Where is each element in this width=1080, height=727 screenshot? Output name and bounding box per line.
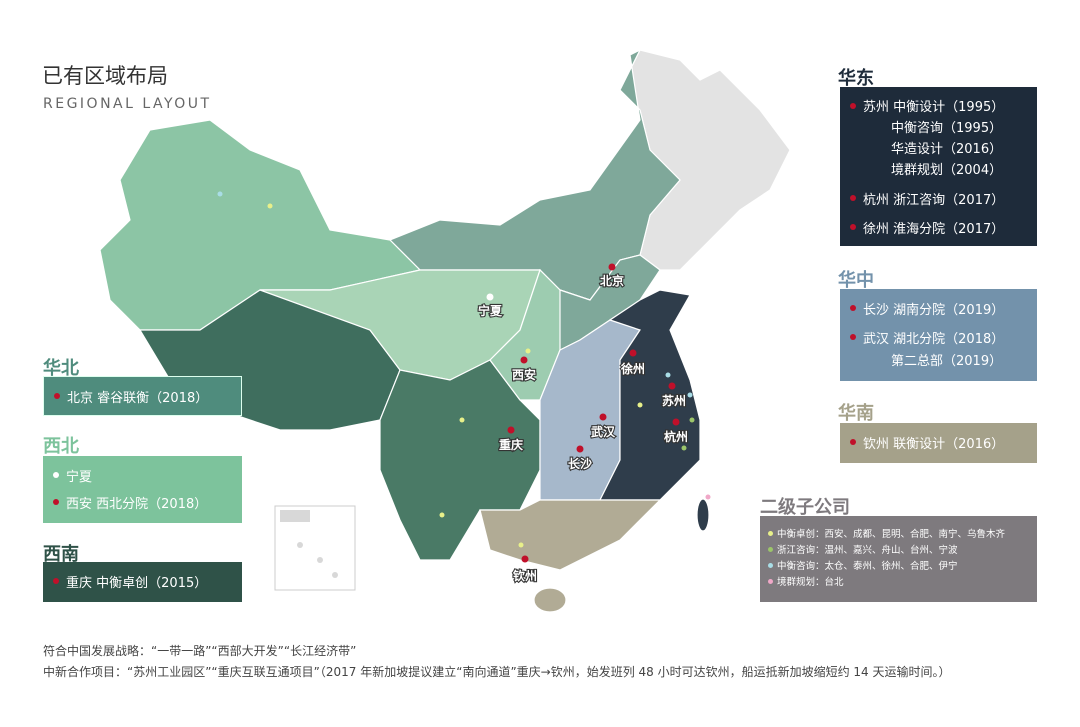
map-label-beijing: 北京 bbox=[600, 273, 624, 288]
map-label-hangzhou: 杭州 bbox=[664, 429, 688, 444]
subsidiaries-heading: 二级子公司 bbox=[760, 497, 850, 518]
map-label-xuzhou: 徐州 bbox=[620, 361, 645, 376]
huanan-box: 钦州 联衡设计（2016） bbox=[840, 423, 1037, 463]
subsidiaries-box: 中衡卓创：西安、成都、昆明、合肥、南宁、乌鲁木齐 浙江咨询：温州、嘉兴、舟山、台… bbox=[760, 516, 1037, 602]
footer-line-2: 中新合作项目：“苏州工业园区”“重庆互联互通项目”（2017 年新加坡提议建立“… bbox=[43, 665, 951, 679]
footer-line-1: 符合中国发展战略：“一带一路”“西部大开发”“长江经济带” bbox=[43, 644, 357, 658]
map-label-wuhan: 武汉 bbox=[591, 424, 616, 439]
region-taiwan bbox=[696, 498, 710, 532]
map-label-suzhou: 苏州 bbox=[662, 393, 686, 408]
huanan-heading: 华南 bbox=[838, 403, 874, 424]
xibei-box: 宁夏 西安 西北分院（2018） bbox=[43, 456, 242, 523]
region-east bbox=[599, 289, 701, 501]
map-label-xian: 西安 bbox=[512, 367, 536, 382]
map-label-chongqing: 重庆 bbox=[499, 437, 523, 452]
huazhong-heading: 华中 bbox=[838, 270, 874, 291]
region-hainan bbox=[533, 587, 567, 613]
huabei-box: 北京 睿谷联衡（2018） bbox=[43, 376, 242, 416]
huabei-heading: 华北 bbox=[43, 358, 79, 379]
south-sea-inset bbox=[274, 505, 356, 591]
xibei-heading: 西北 bbox=[43, 436, 79, 457]
huazhong-box: 长沙 湖南分院（2019） 武汉 湖北分院（2018） 第二总部（2019） bbox=[840, 289, 1037, 381]
xinan-heading: 西南 bbox=[43, 544, 79, 565]
city-markers bbox=[217, 191, 711, 563]
map-label-qinzhou: 钦州 bbox=[513, 568, 537, 583]
huadong-heading: 华东 bbox=[838, 68, 874, 89]
region-south bbox=[479, 499, 662, 571]
page-subtitle: REGIONAL LAYOUT bbox=[43, 96, 212, 112]
xinan-box: 重庆 中衡卓创（2015） bbox=[43, 562, 242, 602]
huadong-box: 苏州 中衡设计（1995） 中衡咨询（1995） 华造设计（2016） 境群规划… bbox=[840, 87, 1037, 246]
page-title: 已有区域布局 bbox=[42, 64, 168, 88]
map-label-changsha: 长沙 bbox=[568, 456, 592, 471]
map-label-ningxia: 宁夏 bbox=[478, 303, 503, 318]
